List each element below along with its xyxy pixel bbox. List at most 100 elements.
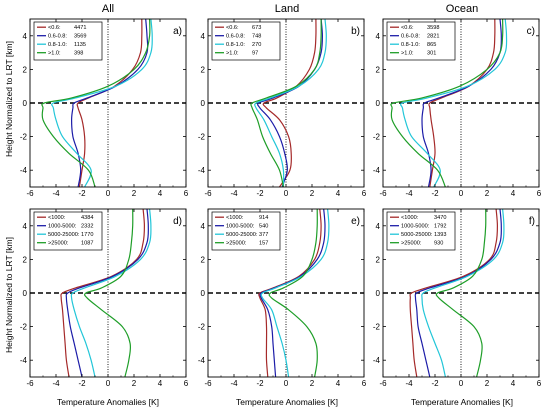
panel-label: e) [351, 216, 360, 227]
x-tick-label: 4 [158, 379, 163, 388]
x-tick-label: 4 [511, 379, 516, 388]
legend-entry-name: 5000-25000: [48, 232, 80, 238]
x-tick-label: 6 [362, 379, 367, 388]
series-line-3 [51, 18, 153, 188]
y-axis-labels: Height Normalized to LRT [km] Height Nor… [4, 41, 14, 353]
x-tick-label: -6 [379, 379, 387, 388]
series-line-2 [259, 208, 326, 378]
x-tick-label: -4 [230, 189, 238, 198]
x-tick-label: -4 [52, 189, 60, 198]
panel-ocean-top: -6 -4 -2 0 2 4 6 -4 -2 0 2 4 <0.6: 3598 0.6-0.8: 2821 0.… [373, 18, 542, 198]
y-tick-label: -2 [20, 133, 28, 142]
legend-entry-count: 4471 [74, 25, 86, 31]
x-tick-label: 6 [362, 189, 367, 198]
x-tick-label: 0 [459, 379, 464, 388]
legend-entry-name: <0.6: [226, 25, 239, 31]
x-tick-label: 2 [485, 379, 490, 388]
legend-entry-name: 1000-5000: [401, 224, 430, 230]
legend-land-top: <0.6: 673 0.6-0.8: 748 0.8-1.0: 270 >1.0: 97 [211, 21, 281, 61]
series-line-1 [258, 208, 322, 378]
legend-entry-name: 5000-25000: [401, 232, 433, 238]
column-title-land: Land [275, 3, 299, 15]
legend-entry-name: <1000: [401, 215, 419, 221]
x-tick-label: 6 [537, 379, 542, 388]
x-tick-label: 2 [485, 189, 490, 198]
panel-all-bottom: -6 -4 -2 0 2 4 6 -4 -2 0 2 4 <1000: 4384 1000-5000: 233… [20, 208, 189, 388]
x-tick-label: 0 [284, 379, 289, 388]
legend-box [211, 211, 281, 251]
panel-label: d) [173, 216, 182, 227]
x-tick-label: 0 [284, 189, 289, 198]
y-tick-label: -4 [20, 166, 28, 175]
x-tick-label: -2 [431, 189, 439, 198]
x-tick-label: -2 [78, 189, 86, 198]
x-tick-label: -2 [256, 379, 264, 388]
x-tick-label: -2 [256, 189, 264, 198]
x-tick-label: 4 [336, 189, 341, 198]
x-axis-labels: Temperature Anomalies [K] Temperature An… [57, 397, 513, 407]
y-tick-label: 0 [376, 99, 381, 108]
series-line-1 [409, 208, 499, 378]
panel-label: f) [529, 216, 535, 227]
x-tick-label: 4 [511, 189, 516, 198]
y-tick-label: 0 [376, 289, 381, 298]
series-line-1 [262, 18, 317, 188]
panel-all-top: -6 -4 -2 0 2 4 6 -4 -2 0 2 4 <0.6: 4471 0.6-0.8: 3569 0.… [20, 18, 189, 198]
legend-entry-count: 930 [434, 241, 443, 247]
series-line-2 [414, 208, 502, 378]
legend-entry-count: 1087 [81, 241, 93, 247]
column-title-ocean: Ocean [446, 3, 478, 15]
x-axis-label-all: Temperature Anomalies [K] [57, 397, 159, 407]
x-tick-label: -6 [26, 189, 34, 198]
legend-entry-name: <1000: [48, 215, 66, 221]
legend-entry-name: 0.6-0.8: [226, 34, 245, 40]
legend-entry-count: 398 [74, 51, 83, 57]
series-line-1 [76, 18, 143, 188]
x-tick-label: -2 [431, 379, 439, 388]
y-tick-label: -4 [20, 356, 28, 365]
panel-land-top: -6 -4 -2 0 2 4 6 -4 -2 0 2 4 <0.6: 673 0.6-0.8: 748 0.8-… [198, 18, 367, 198]
x-tick-label: 2 [310, 379, 315, 388]
series-line-3 [70, 208, 152, 378]
y-tick-label: -2 [198, 133, 206, 142]
x-tick-label: 0 [106, 379, 111, 388]
legend-entry-name: <0.6: [48, 25, 61, 31]
legend-entry-count: 157 [259, 241, 268, 247]
y-tick-label: 0 [201, 289, 206, 298]
legend-box [33, 21, 103, 61]
legend-entry-count: 914 [259, 215, 268, 221]
legend-entry-name: >25000: [401, 241, 422, 247]
series-line-4 [435, 208, 487, 378]
legend-box [386, 21, 456, 61]
legend-entry-name: <0.6: [401, 25, 414, 31]
legend-entry-count: 301 [427, 51, 436, 57]
y-tick-label: 4 [376, 32, 381, 41]
y-tick-label: 0 [23, 99, 28, 108]
y-tick-label: -4 [373, 166, 381, 175]
legend-entry-count: 97 [252, 51, 258, 57]
legend-box [33, 211, 103, 251]
y-tick-label: -4 [198, 166, 206, 175]
panel-label: c) [527, 26, 535, 37]
x-tick-label: 2 [132, 379, 137, 388]
legend-entry-count: 1792 [434, 224, 446, 230]
x-axis-label-ocean: Temperature Anomalies [K] [411, 397, 513, 407]
x-tick-label: -6 [26, 379, 34, 388]
legend-entry-count: 1770 [81, 232, 93, 238]
series-line-4 [83, 208, 134, 378]
x-tick-label: -6 [204, 189, 212, 198]
y-tick-label: 4 [23, 222, 28, 231]
legend-entry-name: >1.0: [48, 51, 61, 57]
column-titles: All Land Ocean [102, 3, 478, 15]
legend-entry-name: 0.8-1.0: [48, 42, 67, 48]
y-tick-label: 2 [201, 255, 206, 264]
legend-entry-name: 1000-5000: [48, 224, 77, 230]
legend-entry-name: >25000: [226, 241, 247, 247]
column-title-all: All [102, 3, 114, 15]
x-tick-label: -4 [405, 379, 413, 388]
series-line-2 [257, 18, 324, 188]
legend-entry-count: 4384 [81, 215, 93, 221]
x-tick-label: 6 [537, 189, 542, 198]
